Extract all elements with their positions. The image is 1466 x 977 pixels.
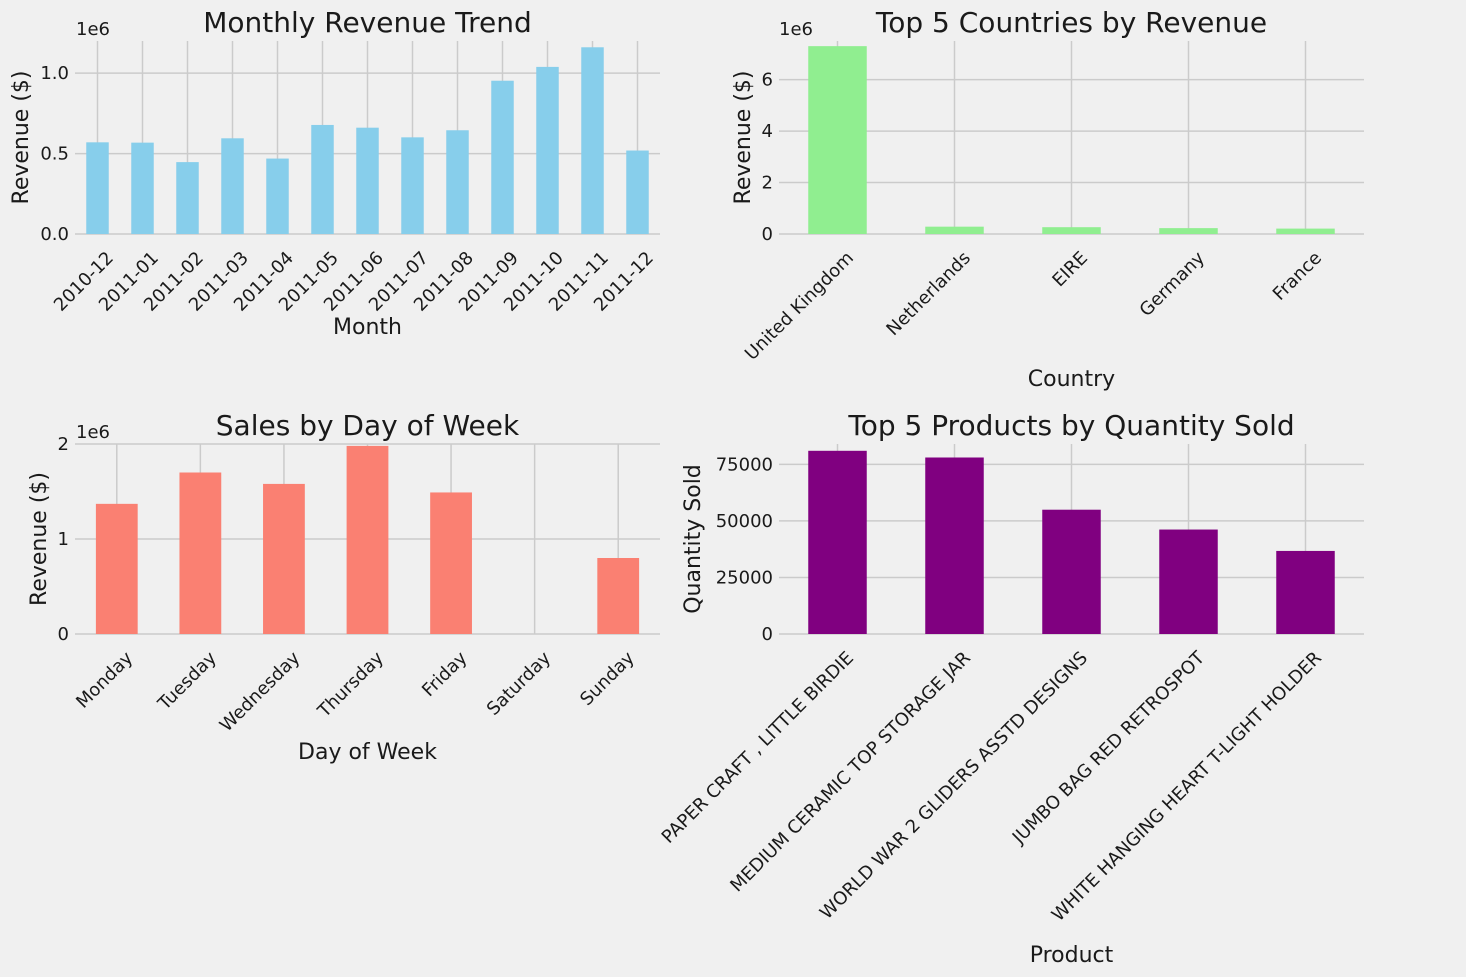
bar — [86, 142, 109, 234]
bar — [221, 138, 244, 234]
bar — [536, 66, 559, 234]
x-tick-label: Sunday — [576, 647, 639, 710]
y-tick-label: 0 — [762, 624, 773, 645]
bar — [491, 80, 514, 234]
y-offset-text: 1e6 — [76, 422, 110, 443]
bar — [179, 472, 222, 634]
y-tick-label: 0.5 — [40, 144, 69, 165]
bar — [131, 142, 154, 234]
bar — [446, 130, 469, 234]
y-tick-label: 6 — [762, 70, 773, 91]
bar — [925, 226, 984, 234]
bar — [356, 127, 379, 234]
bar — [1159, 228, 1218, 234]
chart-title: Top 5 Countries by Revenue — [875, 6, 1267, 39]
x-tick-label: WORLD WAR 2 GLIDERS ASSTD DESIGNS — [816, 648, 1092, 924]
x-tick-label: Germany — [1136, 247, 1210, 321]
x-tick-label: Wednesday — [216, 647, 305, 736]
x-tick-label: Thursday — [313, 647, 388, 722]
bar — [401, 137, 424, 234]
y-axis-label: Revenue ($) — [731, 71, 756, 205]
chart-title: Top 5 Products by Quantity Sold — [847, 409, 1294, 442]
bar — [346, 445, 389, 634]
x-tick-label: Friday — [418, 647, 472, 701]
bar — [1159, 529, 1218, 634]
bar — [581, 47, 604, 235]
bar — [1042, 509, 1101, 634]
x-tick-label: Monday — [72, 647, 137, 712]
x-axis-label: Day of Week — [298, 740, 437, 765]
bar — [311, 124, 334, 234]
x-tick-label: France — [1269, 248, 1326, 305]
x-tick-label: MEDIUM CERAMIC TOP STORAGE JAR — [726, 648, 975, 897]
y-tick-label: 1.0 — [40, 63, 69, 84]
y-axis-label: Quantity Sold — [681, 464, 706, 614]
bar — [95, 503, 138, 634]
bar — [626, 150, 649, 234]
x-tick-label: Tuesday — [153, 647, 221, 715]
x-axis-label: Product — [1030, 943, 1114, 968]
x-tick-label: Saturday — [483, 647, 555, 719]
bar — [176, 162, 199, 234]
chart-title: Monthly Revenue Trend — [203, 6, 531, 39]
x-axis-label: Country — [1028, 367, 1115, 392]
y-tick-label: 0.0 — [40, 224, 69, 245]
y-tick-label: 25000 — [716, 567, 773, 588]
y-tick-label: 50000 — [716, 511, 773, 532]
y-tick-label: 4 — [762, 121, 773, 142]
y-tick-label: 2 — [58, 434, 69, 455]
x-tick-label: JUMBO BAG RED RETROSPOT — [1008, 647, 1210, 849]
bar — [808, 46, 867, 234]
x-tick-label: PAPER CRAFT , LITTLE BIRDIE — [658, 648, 858, 848]
y-offset-text: 1e6 — [779, 19, 813, 40]
x-tick-label: EIRE — [1048, 248, 1092, 292]
y-tick-label: 0 — [762, 224, 773, 245]
y-tick-label: 0 — [58, 624, 69, 645]
y-axis-label: Revenue ($) — [27, 472, 52, 606]
x-tick-label: WHITE HANGING HEART T-LIGHT HOLDER — [1048, 648, 1326, 926]
bar — [430, 492, 472, 634]
y-axis-label: Revenue ($) — [9, 71, 34, 205]
y-tick-label: 1 — [58, 529, 69, 550]
chart-title: Sales by Day of Week — [216, 409, 520, 442]
y-offset-text: 1e6 — [76, 19, 110, 40]
bar — [1276, 228, 1335, 234]
x-tick-label: Netherlands — [883, 248, 975, 340]
bar — [266, 158, 289, 234]
bar — [263, 483, 305, 634]
x-tick-label: United Kingdom — [741, 248, 858, 365]
bar — [1042, 227, 1101, 234]
y-tick-label: 75000 — [716, 454, 773, 475]
bar — [808, 450, 867, 634]
bar — [597, 558, 640, 634]
y-tick-label: 2 — [762, 173, 773, 194]
bar — [1276, 550, 1335, 634]
x-axis-label: Month — [333, 315, 402, 340]
bar — [925, 457, 984, 634]
